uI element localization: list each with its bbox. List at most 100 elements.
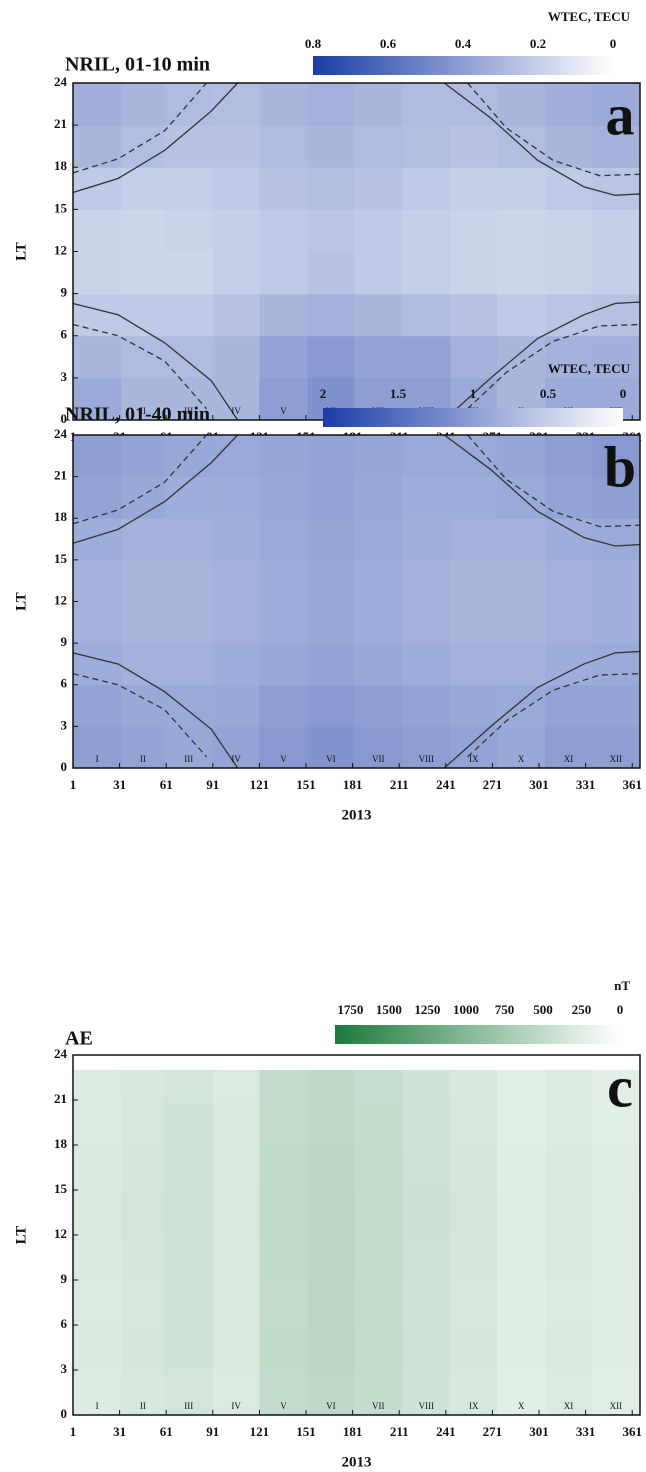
heatmap-cell (450, 643, 498, 686)
y-tick-label: 12 (54, 242, 67, 257)
x-tick-label: 121 (250, 1424, 270, 1439)
heatmap-cell (164, 1070, 214, 1101)
heatmap-cell (307, 1370, 355, 1416)
y-tick-label: 24 (54, 74, 68, 89)
heatmap-cell (121, 125, 166, 168)
heatmap-cell (450, 1280, 498, 1326)
heatmap-cell (73, 293, 122, 337)
heatmap-cell (212, 293, 260, 337)
month-label: IV (231, 754, 241, 764)
colorbar-tick-label: 0 (610, 36, 617, 51)
heatmap-cell (307, 1070, 355, 1101)
heatmap-cell (307, 643, 355, 686)
heatmap-cell (354, 1070, 403, 1101)
heatmap-cell (307, 476, 355, 519)
heatmap-cell (497, 726, 546, 769)
heatmap-cell (591, 1190, 641, 1236)
colorbar-tick-label: 500 (533, 1002, 553, 1017)
heatmap-cell (545, 335, 593, 379)
heatmap-cell (121, 1325, 166, 1371)
heatmap-cell (164, 726, 214, 769)
heatmap-cell (73, 726, 122, 769)
heatmap-cell (591, 601, 641, 644)
heatmap-cell (450, 476, 498, 519)
heatmap-cell (545, 1235, 593, 1281)
heatmap-cell (402, 167, 451, 210)
heatmap-cell (402, 83, 451, 126)
heatmap-cell (259, 601, 309, 644)
heatmap-cell (545, 1100, 593, 1146)
heatmap-cell (591, 1325, 641, 1371)
y-tick-label: 6 (61, 1316, 68, 1331)
y-axis-label: LT (13, 1226, 29, 1245)
x-tick-label: 241 (436, 777, 456, 792)
heatmap-cell (259, 167, 309, 210)
terminator-line (72, 82, 239, 194)
heatmap-cell (354, 1280, 403, 1326)
heatmap-cell (259, 1100, 309, 1146)
heatmap-cell (354, 1235, 403, 1281)
heatmap-cell (354, 167, 403, 210)
heatmap-cell (591, 1145, 641, 1191)
heatmap-cell (73, 1190, 122, 1236)
heatmap-cell (73, 518, 122, 561)
heatmap-cell (164, 1370, 214, 1416)
x-tick-label: 331 (576, 1424, 596, 1439)
terminator-line (443, 434, 641, 547)
heatmap-cell (354, 518, 403, 561)
heatmap-cell (450, 83, 498, 126)
heatmap-cell (307, 1280, 355, 1326)
heatmap-cell (354, 251, 403, 295)
heatmap-cell (497, 518, 546, 561)
colorbar-tick-label: 1 (470, 386, 477, 401)
heatmap-cell (212, 1100, 260, 1146)
heatmap-cell (212, 726, 260, 769)
month-label: VI (326, 1401, 336, 1411)
heatmap-cell (212, 377, 260, 421)
heatmap-cell (212, 1190, 260, 1236)
heatmap-cell (450, 209, 498, 252)
heatmap-cell (73, 1070, 122, 1101)
heatmap-cell (121, 1070, 166, 1101)
heatmap-cell (545, 1145, 593, 1191)
heatmap-cell (259, 435, 309, 478)
heatmap-cell (402, 209, 451, 252)
heatmap-cell (354, 1370, 403, 1416)
x-tick-label: 241 (436, 1424, 456, 1439)
colorbar-tick-label: 0.6 (380, 36, 397, 51)
heatmap-cell (497, 251, 546, 295)
heatmap-cell (591, 251, 641, 295)
terminator-line (467, 434, 641, 528)
heatmap-cell (497, 1370, 546, 1416)
heatmap-cell (212, 251, 260, 295)
heatmap-cell (73, 209, 122, 252)
heatmap-cell (164, 335, 214, 379)
x-tick-label: 121 (250, 777, 270, 792)
colorbar-tick-label: 1500 (376, 1002, 402, 1017)
heatmap-cell (164, 518, 214, 561)
x-axis-label: 2013 (342, 1454, 372, 1470)
x-tick-label: 151 (296, 777, 316, 792)
heatmap-cell (402, 251, 451, 295)
y-tick-label: 3 (61, 369, 68, 384)
heatmap-cell (259, 293, 309, 337)
heatmap-cell (164, 377, 214, 421)
heatmap-cell (497, 1100, 546, 1146)
heatmap-cell (121, 1370, 166, 1416)
heatmap-cell (121, 251, 166, 295)
heatmap-cell (73, 83, 122, 126)
heatmap-cell (307, 726, 355, 769)
heatmap-cell (591, 1100, 641, 1146)
heatmap-cell (354, 83, 403, 126)
heatmap-cell (591, 643, 641, 686)
heatmap-cell (259, 83, 309, 126)
heatmap-cell (545, 518, 593, 561)
heatmap-cell (73, 1145, 122, 1191)
heatmap-cell (450, 1100, 498, 1146)
x-tick-label: 31 (113, 777, 126, 792)
x-axis-label: 2013 (342, 807, 372, 823)
heatmap-cell (497, 435, 546, 478)
heatmap-cell (545, 726, 593, 769)
heatmap-cell (307, 125, 355, 168)
